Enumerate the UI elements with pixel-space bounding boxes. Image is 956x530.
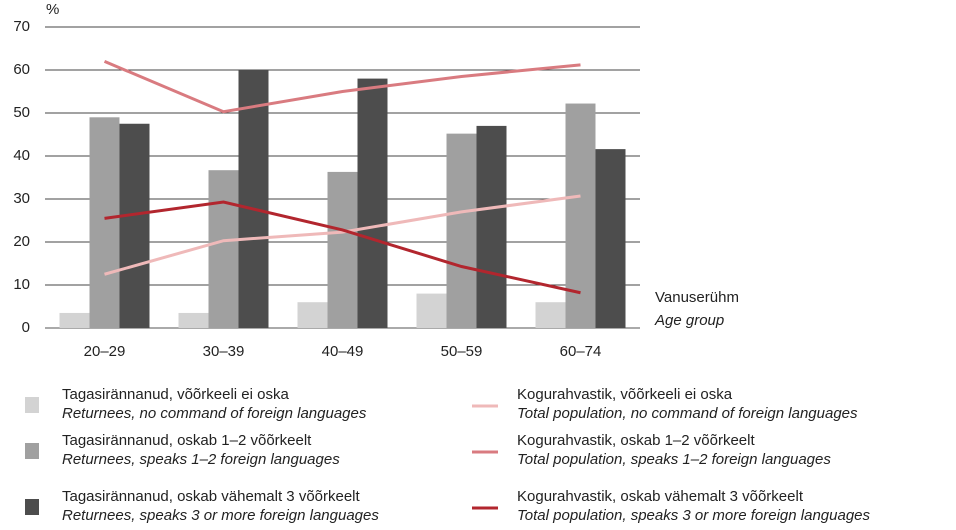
bar xyxy=(208,170,239,328)
legend-translation: Total population, speaks 3 or more forei… xyxy=(517,507,871,524)
bar xyxy=(446,133,477,328)
bar xyxy=(595,149,626,328)
x-tick-label: 60–74 xyxy=(560,343,602,360)
x-tick-label: 20–29 xyxy=(84,343,126,360)
line xyxy=(104,200,581,295)
legend-label: Tagasirännanud, oskab 1–2 võõrkeelt xyxy=(62,432,312,449)
bar xyxy=(59,312,90,328)
legend-swatch xyxy=(25,499,39,515)
line xyxy=(103,60,581,114)
legend-label: Kogurahvastik, oskab 1–2 võõrkeelt xyxy=(517,432,755,449)
bar xyxy=(535,302,566,328)
y-tick-label: 70 xyxy=(13,18,30,35)
x-axis-label: Vanuserühm xyxy=(655,289,739,306)
y-tick-label: 50 xyxy=(13,104,30,121)
bar xyxy=(416,293,447,328)
legend-label: Tagasirännanud, oskab vähemalt 3 võõrkee… xyxy=(62,488,361,505)
legend-swatch xyxy=(25,443,39,459)
bar xyxy=(297,302,328,328)
bar xyxy=(357,78,388,328)
bar xyxy=(327,171,358,328)
legend-translation: Returnees, speaks 1–2 foreign languages xyxy=(62,451,340,468)
legend-translation: Returnees, speaks 3 or more foreign lang… xyxy=(62,507,379,524)
legend-swatch xyxy=(25,397,39,413)
bar xyxy=(476,125,507,329)
y-tick-label: 60 xyxy=(13,61,30,78)
x-tick-label: 50–59 xyxy=(441,343,483,360)
legend-label: Kogurahvastik, oskab vähemalt 3 võõrkeel… xyxy=(517,488,804,505)
legend-translation: Total population, no command of foreign … xyxy=(517,405,858,422)
bar xyxy=(119,123,150,328)
y-axis-label: % xyxy=(46,1,59,18)
legend-label: Kogurahvastik, võõrkeeli ei oska xyxy=(517,386,733,403)
legend-label: Tagasirännanud, võõrkeeli ei oska xyxy=(62,386,289,403)
x-tick-label: 40–49 xyxy=(322,343,364,360)
bar xyxy=(89,117,120,328)
y-tick-label: 10 xyxy=(13,276,30,293)
y-tick-label: 0 xyxy=(22,319,30,336)
x-axis-label-translation: Age group xyxy=(654,312,724,329)
bar xyxy=(565,103,596,328)
y-tick-label: 40 xyxy=(13,147,30,164)
line xyxy=(104,194,581,276)
legend-translation: Returnees, no command of foreign languag… xyxy=(62,405,367,422)
bar xyxy=(178,312,209,328)
y-tick-label: 20 xyxy=(13,233,30,250)
y-tick-label: 30 xyxy=(13,190,30,207)
bar xyxy=(238,70,269,328)
legend-translation: Total population, speaks 1–2 foreign lan… xyxy=(517,451,831,468)
x-tick-label: 30–39 xyxy=(203,343,245,360)
